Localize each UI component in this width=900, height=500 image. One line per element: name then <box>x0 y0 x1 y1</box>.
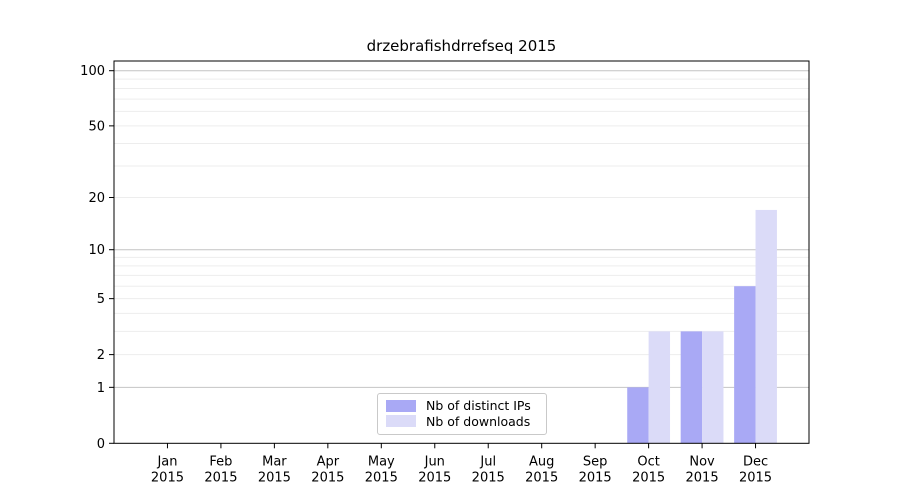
minor-gridlines <box>114 78 809 356</box>
x-tick-year: 2015 <box>632 470 665 485</box>
bar-distinct-ips-nov <box>680 331 703 444</box>
x-tick-year: 2015 <box>311 470 344 485</box>
chart-title: drzebrafishdrrefseq 2015 <box>366 37 557 55</box>
y-tick-label: 50 <box>88 119 105 134</box>
legend-label-distinct-ips: Nb of distinct IPs <box>426 398 531 414</box>
bar-distinct-ips-dec <box>734 286 756 444</box>
bar-downloads-nov <box>702 331 724 444</box>
bar-distinct-ips-oct <box>627 387 649 444</box>
x-tick-year: 2015 <box>579 470 612 485</box>
x-tick-year: 2015 <box>204 470 237 485</box>
bar-downloads-dec <box>755 209 777 444</box>
legend-swatch-distinct-ips <box>386 399 416 412</box>
legend-item-distinct-ips: Nb of distinct IPs <box>386 398 538 413</box>
x-tick-month: Nov <box>689 454 715 469</box>
y-axis-labels: 0 1 2 5 10 20 50 100 <box>80 64 114 452</box>
x-tick-month: May <box>368 454 395 469</box>
x-tick-year: 2015 <box>739 470 772 485</box>
y-tick-label: 10 <box>88 243 105 258</box>
x-tick-year: 2015 <box>472 470 505 485</box>
x-tick-month: Oct <box>637 454 659 469</box>
legend-item-downloads: Nb of downloads <box>386 414 538 429</box>
bars <box>627 209 777 444</box>
y-tick-label: 100 <box>80 64 105 79</box>
y-tick-label: 1 <box>97 381 105 396</box>
y-tick-label: 5 <box>97 292 105 307</box>
legend-swatch-downloads <box>386 415 416 428</box>
x-axis-labels: Jan2015Feb2015Mar2015Apr2015May2015Jun20… <box>151 443 772 485</box>
legend-label-downloads: Nb of downloads <box>426 413 531 429</box>
x-tick-year: 2015 <box>258 470 291 485</box>
x-tick-year: 2015 <box>525 470 558 485</box>
x-tick-month: Apr <box>317 454 340 469</box>
x-tick-month: Sep <box>583 454 608 469</box>
y-tick-label: 20 <box>88 191 105 206</box>
legend: Nb of distinct IPs Nb of downloads <box>377 393 547 435</box>
y-tick-label: 2 <box>97 348 105 363</box>
x-tick-year: 2015 <box>365 470 398 485</box>
y-tick-label: 0 <box>97 437 105 452</box>
x-tick-year: 2015 <box>151 470 184 485</box>
x-tick-year: 2015 <box>418 470 451 485</box>
x-tick-month: Jun <box>424 454 445 469</box>
x-tick-month: Dec <box>743 454 768 469</box>
plot-border <box>113 60 810 444</box>
x-tick-month: Jan <box>156 454 177 469</box>
x-tick-month: Feb <box>209 454 232 469</box>
x-tick-year: 2015 <box>686 470 719 485</box>
bar-downloads-oct <box>648 331 671 444</box>
x-tick-month: Jul <box>479 454 496 469</box>
x-tick-month: Mar <box>262 454 287 469</box>
x-tick-month: Aug <box>529 454 554 469</box>
